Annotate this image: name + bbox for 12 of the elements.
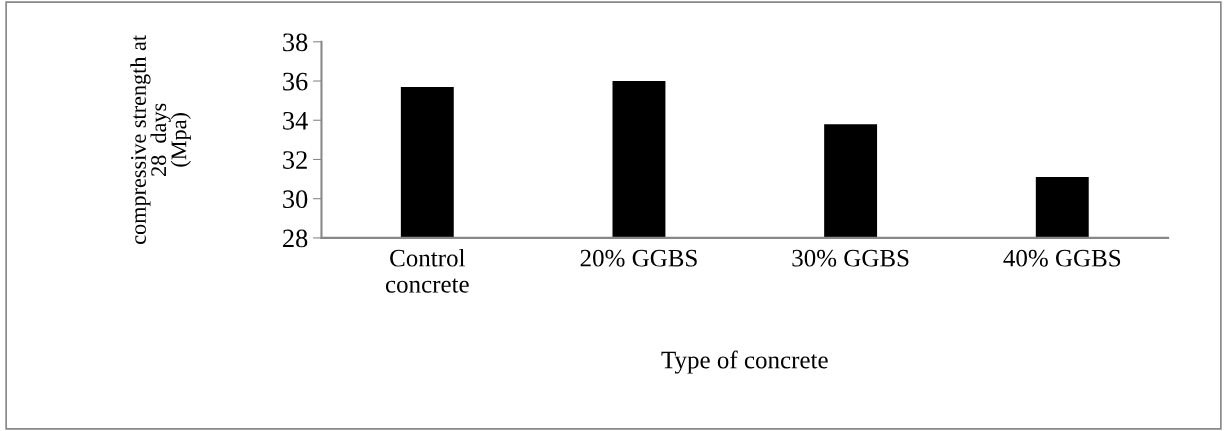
y-tick-label: 30 <box>283 190 308 209</box>
x-tick-label: 30% GGBS <box>792 249 909 267</box>
y-axis-title: compressive strength at 28 days (Mpa) <box>130 35 191 244</box>
y-tick-label: 34 <box>283 111 308 130</box>
y-tick-label: 36 <box>283 72 308 91</box>
x-tick-label: 40% GGBS <box>1003 249 1121 267</box>
y-tick-label: 28 <box>283 229 308 248</box>
x-axis-title: Type of concrete <box>661 350 828 374</box>
y-tick-label: 32 <box>283 151 307 169</box>
x-tick-label: 20% GGBS <box>580 249 697 267</box>
y-tick-label: 38 <box>283 33 308 52</box>
x-tick-label: Control concrete <box>385 249 469 293</box>
